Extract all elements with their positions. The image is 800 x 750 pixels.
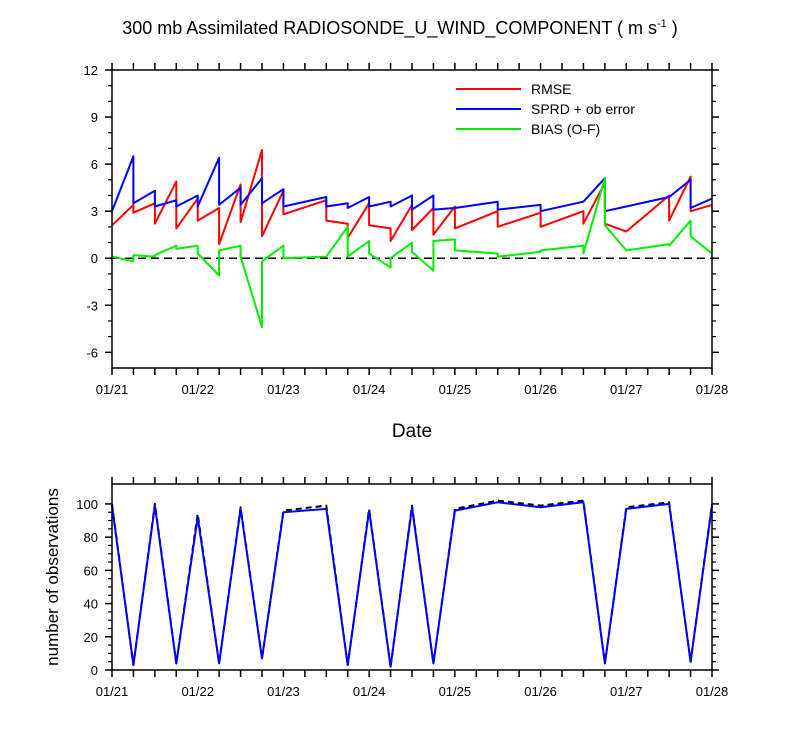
upper-y-tick-label: -3	[86, 298, 98, 313]
upper-y-tick-label: 6	[91, 157, 98, 172]
legend-label-2: BIAS (O-F)	[531, 121, 600, 137]
upper-y-tick-label: 12	[84, 63, 98, 78]
lower-x-tick-label: 01/28	[696, 684, 729, 699]
upper-legend: RMSE SPRD + ob error BIAS (O-F)	[456, 81, 635, 137]
upper-x-tick-label: 01/21	[96, 382, 129, 397]
upper-series-bias-o-f	[111, 177, 713, 329]
upper-y-tick-label: 0	[91, 251, 98, 266]
lower-y-tick-label: 60	[84, 563, 98, 578]
upper-series-sprd-ob-error	[111, 155, 713, 213]
lower-x-tick-label: 01/23	[267, 684, 300, 699]
lower-y-tick-label: 40	[84, 597, 98, 612]
upper-x-tick-label: 01/28	[696, 382, 729, 397]
chart-title-text: 300 mb Assimilated RADIOSONDE_U_WIND_COM…	[122, 18, 657, 38]
lower-x-tick-label: 01/21	[96, 684, 129, 699]
lower-x-tick-label: 01/27	[610, 684, 643, 699]
lower-x-tick-label: 01/25	[439, 684, 472, 699]
upper-x-axis-label: Date	[392, 421, 432, 442]
upper-plot: 01/21 01/22 01/23 01/24 01/25 01/26 01/27 01/28…	[84, 63, 729, 442]
upper-y-tick-label: 9	[91, 110, 98, 125]
lower-y-tick-label: 100	[76, 497, 98, 512]
lower-y-tick-label: 0	[91, 663, 98, 678]
chart-title: 300 mb Assimilated RADIOSONDE_U_WIND_COM…	[0, 18, 800, 39]
upper-y-tick-label: -6	[86, 345, 98, 360]
lower-x-tick-label: 01/24	[353, 684, 386, 699]
chart-title-superscript: -1	[657, 18, 667, 30]
lower-y-tick-label: 80	[84, 530, 98, 545]
lower-x-tick-label: 01/26	[524, 684, 557, 699]
lower-x-tick-label: 01/22	[181, 684, 214, 699]
upper-x-tick-label: 01/26	[524, 382, 557, 397]
lower-plot: 01/21 01/22 01/23 01/24 01/25 01/26 01/27 01/28…	[43, 477, 728, 699]
lower-series-dashed-0	[111, 499, 713, 668]
upper-x-tick-label: 01/23	[267, 382, 300, 397]
lower-series-solid-1	[111, 501, 713, 668]
upper-y-tick-label: 3	[91, 204, 98, 219]
upper-x-tick-label: 01/22	[181, 382, 214, 397]
chart-title-close: )	[666, 18, 678, 38]
lower-y-tick-label: 20	[84, 630, 98, 645]
lower-y-axis-label: number of observations	[43, 488, 62, 666]
legend-label-1: SPRD + ob error	[531, 101, 635, 117]
upper-x-tick-label: 01/25	[439, 382, 472, 397]
upper-x-tick-label: 01/27	[610, 382, 643, 397]
legend-label-0: RMSE	[531, 81, 571, 97]
upper-x-tick-label: 01/24	[353, 382, 386, 397]
